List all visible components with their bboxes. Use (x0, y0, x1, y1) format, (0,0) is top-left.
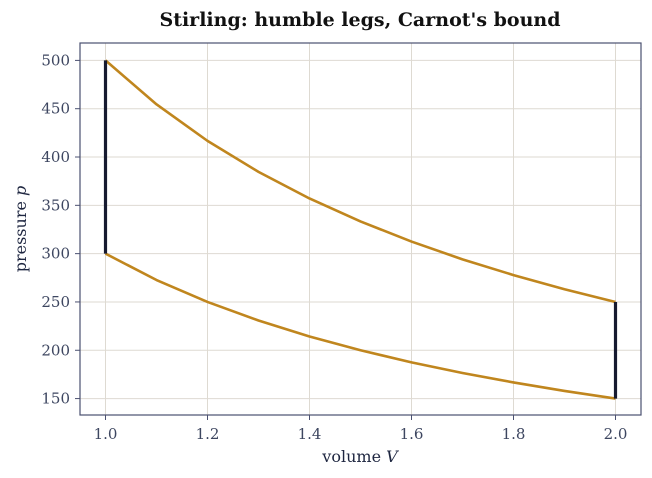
y-tick-label: 450 (41, 100, 70, 118)
x-tick-label: 1.0 (94, 425, 118, 443)
y-axis-label-text: pressure (11, 201, 30, 272)
x-tick-label: 1.6 (400, 425, 424, 443)
y-axis: 150 200 250 300 350 400 450 500 (41, 51, 80, 408)
chart-title: Stirling: humble legs, Carnot's bound (159, 9, 560, 31)
y-tick-label: 200 (41, 341, 70, 359)
y-tick-label: 400 (41, 148, 70, 166)
y-tick-label: 300 (41, 245, 70, 263)
series-group (103, 59, 618, 400)
x-axis-symbol: V (386, 447, 399, 466)
x-axis: 1.0 1.2 1.4 1.6 1.8 2.0 (94, 415, 628, 443)
x-axis-label: volume V (321, 447, 399, 466)
isotherm-line (104, 59, 616, 304)
isotherm-line (104, 252, 616, 400)
y-tick-label: 350 (41, 196, 70, 214)
x-axis-label-text: volume (321, 447, 381, 466)
y-axis-symbol: p (11, 186, 30, 196)
x-tick-label: 2.0 (604, 425, 628, 443)
y-tick-label: 250 (41, 293, 70, 311)
grid (80, 43, 641, 415)
y-axis-label: pressure p (11, 186, 30, 273)
x-tick-label: 1.8 (502, 425, 526, 443)
x-tick-label: 1.2 (196, 425, 220, 443)
y-tick-label: 150 (41, 390, 70, 408)
y-tick-label: 500 (41, 51, 70, 69)
x-tick-label: 1.4 (298, 425, 322, 443)
plot-frame (79, 42, 642, 416)
